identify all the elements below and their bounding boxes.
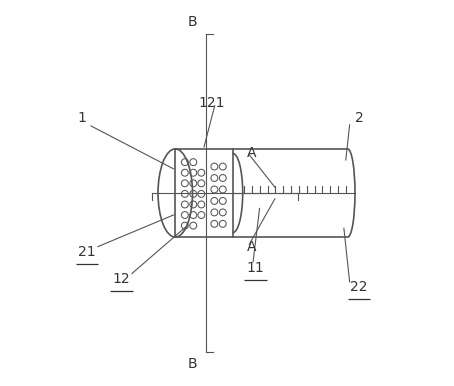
Text: 12: 12 — [113, 272, 130, 286]
Text: 11: 11 — [247, 261, 265, 275]
Text: A: A — [247, 240, 257, 254]
Text: 121: 121 — [198, 96, 225, 110]
Text: B: B — [188, 15, 197, 29]
Text: 2: 2 — [355, 111, 364, 125]
Text: 21: 21 — [78, 245, 96, 259]
Text: 1: 1 — [77, 111, 86, 125]
Text: A: A — [247, 146, 257, 160]
Text: B: B — [188, 357, 197, 371]
Text: 22: 22 — [350, 280, 368, 294]
